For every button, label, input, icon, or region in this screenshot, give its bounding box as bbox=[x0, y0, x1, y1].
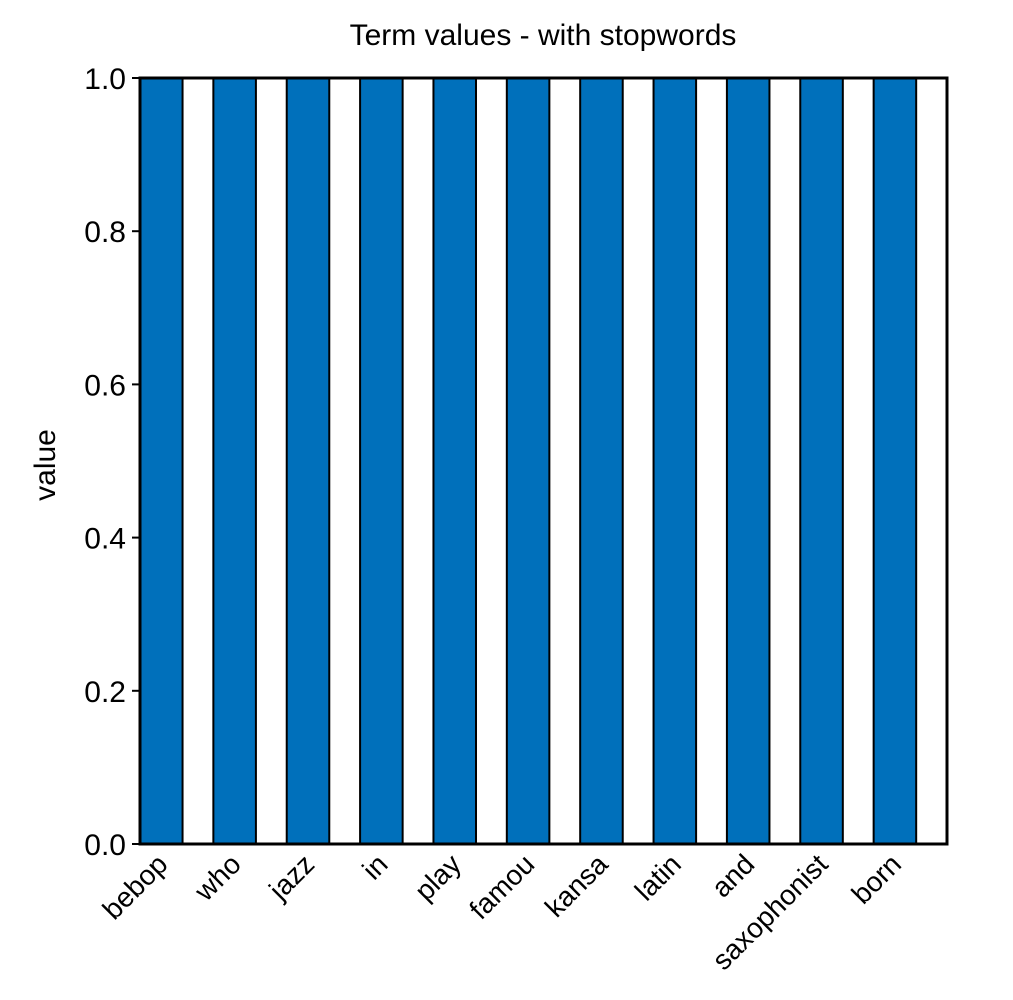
bar-famou bbox=[505, 77, 551, 845]
bar-saxophonist bbox=[799, 77, 844, 845]
y-axis-label: value bbox=[29, 429, 62, 501]
bar-kansa bbox=[579, 77, 624, 845]
plot-frame bbox=[138, 76, 949, 846]
bars-group bbox=[139, 77, 918, 845]
y-axis-ticks: 0.0 0.2 0.4 0.6 0.8 1.0 bbox=[84, 63, 140, 862]
bar-in bbox=[359, 77, 404, 845]
bar-and bbox=[725, 77, 771, 845]
bar-play bbox=[432, 77, 478, 845]
x-tick-label: famou bbox=[463, 848, 540, 925]
x-tick-label: who bbox=[188, 848, 247, 907]
y-tick-label: 1.0 bbox=[84, 63, 126, 96]
bar-born bbox=[872, 77, 918, 845]
x-tick-label: kansa bbox=[539, 848, 614, 923]
y-tick-label: 0.8 bbox=[84, 216, 126, 249]
x-tick-label: and bbox=[705, 848, 760, 903]
y-tick-label: 0.0 bbox=[84, 829, 126, 862]
x-tick-label: jazz bbox=[262, 848, 320, 906]
bar-latin bbox=[652, 77, 698, 845]
bar-jazz bbox=[285, 77, 331, 845]
bar-bebop bbox=[139, 77, 184, 845]
x-tick-label: in bbox=[356, 848, 393, 885]
y-tick-label: 0.6 bbox=[84, 369, 126, 402]
x-tick-label: play bbox=[409, 848, 467, 906]
y-tick-label: 0.2 bbox=[84, 676, 126, 709]
x-tick-label: latin bbox=[629, 848, 687, 906]
chart-title: Term values - with stopwords bbox=[350, 19, 737, 52]
y-tick-label: 0.4 bbox=[84, 523, 126, 556]
x-tick-label: born bbox=[846, 848, 908, 910]
bar-who bbox=[212, 77, 257, 845]
